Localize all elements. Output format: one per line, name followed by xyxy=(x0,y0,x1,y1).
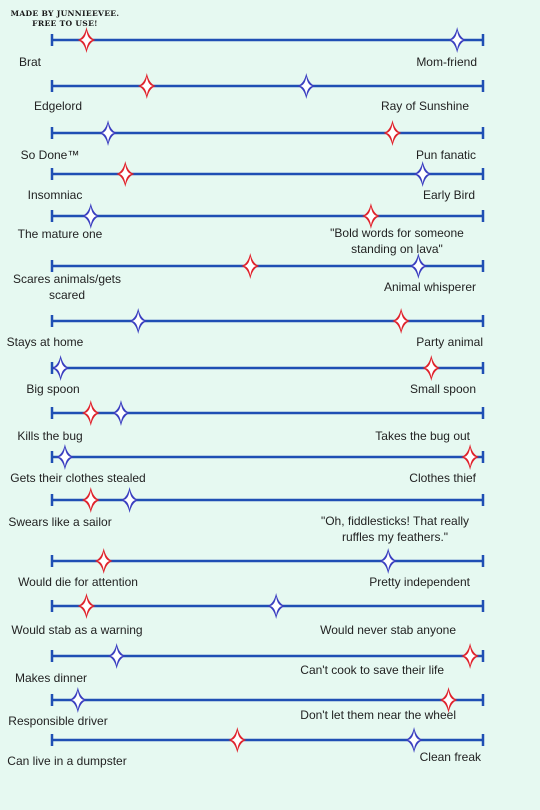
right-label: Mom-friend xyxy=(416,55,477,69)
right-label: Pretty independent xyxy=(369,575,470,589)
left-label: Brat xyxy=(18,55,42,69)
left-label: Swears like a sailor xyxy=(8,515,112,529)
blue-star-marker xyxy=(448,27,467,53)
blue-star-marker xyxy=(413,161,432,187)
right-label: Clothes thief xyxy=(409,471,476,485)
right-label: Can't cook to save their life xyxy=(300,663,444,677)
red-star-marker xyxy=(137,73,156,99)
left-label: Responsible driver xyxy=(8,714,108,728)
red-star-marker xyxy=(461,643,480,669)
blue-star-marker xyxy=(81,203,100,229)
credit-text: MADE BY JUNNIEEVEE. FREE TO USE! xyxy=(0,9,130,29)
red-star-marker xyxy=(77,593,96,619)
left-label: The mature one xyxy=(17,227,103,241)
credit-line-1: MADE BY JUNNIEEVEE. xyxy=(10,9,120,18)
blue-star-marker xyxy=(379,548,398,574)
credit-line-2: FREE TO USE! xyxy=(32,19,98,28)
right-label: Pun fanatic xyxy=(415,148,476,162)
red-star-marker xyxy=(461,444,480,470)
blue-star-marker xyxy=(297,73,316,99)
red-star-marker xyxy=(383,120,402,146)
left-label: So Done™ xyxy=(20,148,80,162)
left-label: Stays at home xyxy=(6,335,84,349)
left-label: Insomniac xyxy=(27,188,83,202)
right-label: Small spoon xyxy=(409,382,476,396)
left-label: Would die for attention xyxy=(18,575,138,589)
left-label: Scares animals/gets scared xyxy=(12,272,122,302)
left-label: Kills the bug xyxy=(17,429,83,443)
red-star-marker xyxy=(116,161,135,187)
left-label: Makes dinner xyxy=(14,671,88,685)
left-label: Edgelord xyxy=(33,99,83,113)
blue-star-marker xyxy=(55,444,74,470)
red-star-marker xyxy=(94,548,113,574)
red-star-marker xyxy=(81,487,100,513)
red-star-marker xyxy=(241,253,260,279)
red-star-marker xyxy=(439,687,458,713)
right-label: Animal whisperer xyxy=(383,280,476,294)
right-label: Would never stab anyone xyxy=(320,623,456,637)
blue-star-marker xyxy=(111,400,130,426)
blue-star-marker xyxy=(409,253,428,279)
blue-star-marker xyxy=(405,727,424,753)
blue-star-marker xyxy=(99,120,118,146)
blue-star-marker xyxy=(107,643,126,669)
blue-star-marker xyxy=(120,487,139,513)
right-label: "Oh, fiddlesticks! That really ruffles m… xyxy=(320,514,470,544)
left-label: Big spoon xyxy=(26,382,80,396)
blue-star-marker xyxy=(68,687,87,713)
red-star-marker xyxy=(361,203,380,229)
blue-star-marker xyxy=(51,355,70,381)
right-label: Clean freak xyxy=(419,750,481,764)
blue-star-marker xyxy=(129,308,148,334)
red-star-marker xyxy=(77,27,96,53)
left-label: Can live in a dumpster xyxy=(7,754,127,768)
right-label: Don't let them near the wheel xyxy=(300,708,456,722)
right-label: "Bold words for someone standing on lava… xyxy=(330,226,464,256)
right-label: Party animal xyxy=(416,335,483,349)
blue-star-marker xyxy=(267,593,286,619)
red-star-marker xyxy=(228,727,247,753)
red-star-marker xyxy=(392,308,411,334)
red-star-marker xyxy=(81,400,100,426)
red-star-marker xyxy=(422,355,441,381)
right-label: Early Bird xyxy=(422,188,475,202)
left-label: Gets their clothes stealed xyxy=(10,471,146,485)
left-label: Would stab as a warning xyxy=(11,623,143,637)
right-label: Ray of Sunshine xyxy=(380,99,469,113)
right-label: Takes the bug out xyxy=(375,429,470,443)
